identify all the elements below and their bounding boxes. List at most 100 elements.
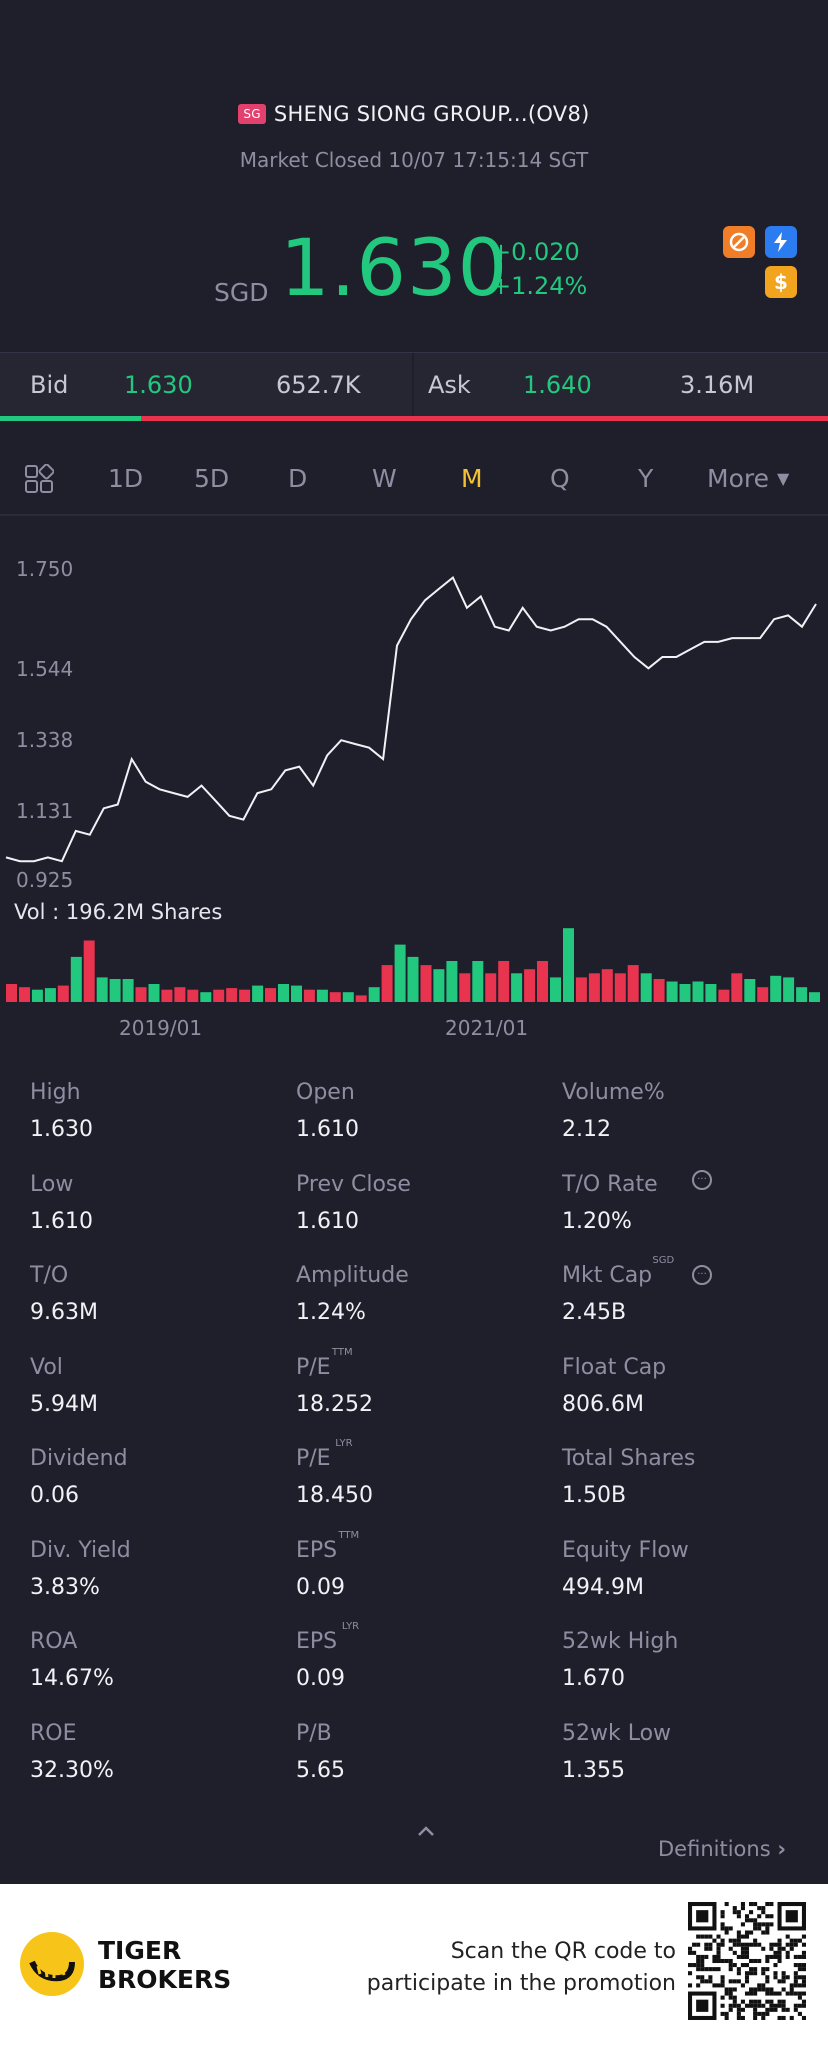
volume-bar — [200, 992, 212, 1002]
volume-bar — [731, 973, 743, 1002]
stat-item: 52wk High 1.670 — [562, 1629, 812, 1691]
volume-bar — [640, 973, 652, 1002]
tab-more[interactable]: More ▼ — [707, 464, 789, 493]
stat-item: Vol 5.94M — [30, 1355, 280, 1417]
stat-label-text: 52wk High — [562, 1629, 679, 1654]
stat-label: Volume% — [562, 1080, 665, 1105]
more-info-icon[interactable]: ··· — [692, 1169, 712, 1190]
flash-icon[interactable] — [765, 226, 797, 258]
tab-d[interactable]: D — [288, 464, 308, 493]
ask-size: 3.16M — [680, 371, 755, 399]
stat-label-text: EPS — [296, 1537, 338, 1563]
brand-line-2: BROKERS — [98, 1965, 232, 1994]
volume-bar — [809, 992, 820, 1002]
stat-value: 0.06 — [30, 1483, 79, 1508]
stat-label-text: 52wk Low — [562, 1720, 672, 1746]
stat-item: ROE 32.30% — [30, 1721, 280, 1783]
volume-bar — [213, 989, 225, 1002]
y-tick-label: 0.925 — [16, 868, 74, 892]
y-tick-label: 1.338 — [16, 728, 74, 752]
volume-bar — [588, 973, 600, 1002]
ask-price: 1.640 — [523, 371, 592, 399]
dollar-icon[interactable]: $ — [765, 266, 797, 298]
volume-bar — [485, 973, 497, 1002]
tab-1d[interactable]: 1D — [108, 464, 144, 493]
definitions-link[interactable]: Definitions › — [658, 1837, 786, 1861]
stat-superscript: TTM — [331, 1346, 353, 1358]
stat-value: 1.610 — [30, 1208, 93, 1234]
stat-value: 18.450 — [296, 1483, 373, 1508]
promo-text: Scan the QR code to participate in the p… — [336, 1936, 676, 2000]
volume-bar — [316, 989, 328, 1002]
tab-y[interactable]: Y — [638, 464, 654, 493]
volume-bar — [161, 989, 173, 1002]
volume-bar — [122, 979, 134, 1002]
stat-value: 0.09 — [296, 1574, 345, 1600]
caret-down-icon: ▼ — [776, 469, 790, 488]
stat-value: 3.83% — [30, 1574, 100, 1600]
volume-bar — [705, 984, 717, 1002]
stat-superscript: LYR — [335, 1438, 353, 1449]
volume-bar — [498, 961, 510, 1002]
stat-label-text: Open — [296, 1080, 355, 1105]
stat-item: P/B 5.65 — [296, 1721, 546, 1783]
stat-label: ROE — [30, 1721, 77, 1746]
stat-label-text: Div. Yield — [30, 1537, 131, 1563]
stat-item: P/E TTM 18.252 — [296, 1347, 546, 1417]
stat-value: 1.610 — [296, 1208, 359, 1234]
tab-5d[interactable]: 5D — [194, 464, 230, 493]
stat-label-text: Amplitude — [296, 1263, 409, 1288]
stat-label: Dividend — [30, 1446, 128, 1471]
bid-price: 1.630 — [124, 371, 193, 399]
volume-bar — [407, 956, 419, 1002]
y-tick-label: 1.131 — [16, 799, 74, 823]
tab-m[interactable]: M — [461, 464, 483, 493]
volume-bar — [303, 989, 315, 1002]
volume-bar — [757, 987, 769, 1002]
stat-item: EPS TTM 0.09 — [296, 1530, 546, 1600]
volume-bar — [472, 961, 484, 1002]
stat-value: 2.45B — [562, 1300, 627, 1325]
stat-item: Dividend 0.06 — [30, 1446, 280, 1508]
no-short-icon[interactable] — [723, 226, 755, 258]
tab-q[interactable]: Q — [550, 464, 570, 493]
stat-label-text: T/O — [30, 1263, 69, 1288]
volume-bar — [627, 965, 639, 1002]
volume-bar — [44, 988, 56, 1002]
bid-label: Bid — [30, 371, 69, 399]
price-chart[interactable] — [0, 540, 828, 1040]
ask-label: Ask — [428, 371, 471, 399]
stat-item: Total Shares 1.50B — [562, 1446, 812, 1508]
tiger-logo-icon — [20, 1932, 84, 1996]
stat-superscript: SGD — [652, 1255, 675, 1266]
tab-w[interactable]: W — [372, 464, 397, 493]
stat-value: 2.12 — [562, 1117, 611, 1142]
more-info-icon[interactable]: ··· — [692, 1265, 712, 1285]
stat-label-text: Float Cap — [562, 1354, 667, 1380]
qr-code-icon[interactable] — [688, 1902, 806, 2020]
volume-bar — [550, 977, 561, 1002]
y-tick-label: 1.544 — [16, 657, 74, 681]
stat-label: P/E LYR — [296, 1438, 353, 1471]
stat-value: 494.9M — [562, 1574, 644, 1600]
chart-layout-icon[interactable] — [24, 464, 54, 494]
stat-label: High — [30, 1080, 81, 1105]
chevron-up-icon[interactable] — [414, 1820, 438, 1844]
volume-bar — [96, 977, 108, 1002]
stat-label: 52wk High — [562, 1629, 678, 1654]
volume-bar — [783, 977, 795, 1002]
stat-superscript: LYR — [341, 1621, 360, 1632]
period-tabs: 1D 5D D W M Q Y More ▼ — [0, 450, 828, 512]
x-tick-label: 2019/01 — [119, 1016, 203, 1040]
stat-label: EPS LYR — [296, 1621, 359, 1654]
volume-bar — [187, 989, 199, 1002]
stat-item: Equity Flow 494.9M — [562, 1538, 812, 1600]
stat-value: 1.50B — [562, 1483, 627, 1508]
brand-logo-text: TIGER BROKERS — [98, 1936, 231, 1994]
stock-title[interactable]: SG SHENG SIONG GROUP...(OV8) — [0, 102, 828, 126]
stat-label-text: High — [30, 1080, 81, 1105]
stat-label: P/B — [296, 1721, 332, 1746]
stat-label: T/O — [30, 1263, 68, 1288]
stat-value: 1.670 — [562, 1666, 625, 1691]
volume-bar — [252, 985, 264, 1002]
